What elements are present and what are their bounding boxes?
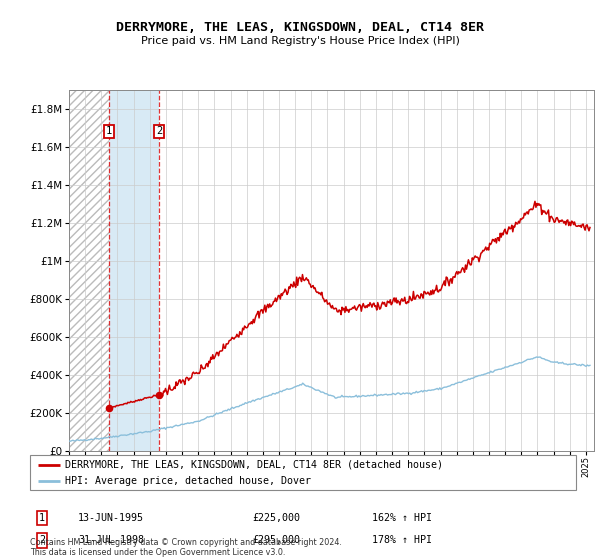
Text: DERRYMORE, THE LEAS, KINGSDOWN, DEAL, CT14 8ER (detached house): DERRYMORE, THE LEAS, KINGSDOWN, DEAL, CT…	[65, 460, 443, 470]
Bar	[109, 90, 159, 451]
Text: 13-JUN-1995: 13-JUN-1995	[78, 513, 144, 523]
Text: Contains HM Land Registry data © Crown copyright and database right 2024.
This d: Contains HM Land Registry data © Crown c…	[30, 538, 342, 557]
FancyBboxPatch shape	[30, 455, 576, 490]
Text: £295,000: £295,000	[252, 535, 300, 545]
Text: 162% ↑ HPI: 162% ↑ HPI	[372, 513, 432, 523]
Text: HPI: Average price, detached house, Dover: HPI: Average price, detached house, Dove…	[65, 477, 311, 486]
Text: 31-JUL-1998: 31-JUL-1998	[78, 535, 144, 545]
Text: £225,000: £225,000	[252, 513, 300, 523]
Text: 2: 2	[39, 535, 45, 545]
Text: 1: 1	[106, 127, 112, 137]
Text: 2: 2	[156, 127, 162, 137]
Text: 1: 1	[39, 513, 45, 523]
Text: 178% ↑ HPI: 178% ↑ HPI	[372, 535, 432, 545]
Text: Price paid vs. HM Land Registry's House Price Index (HPI): Price paid vs. HM Land Registry's House …	[140, 36, 460, 46]
Text: DERRYMORE, THE LEAS, KINGSDOWN, DEAL, CT14 8ER: DERRYMORE, THE LEAS, KINGSDOWN, DEAL, CT…	[116, 21, 484, 34]
Bar	[69, 90, 109, 451]
